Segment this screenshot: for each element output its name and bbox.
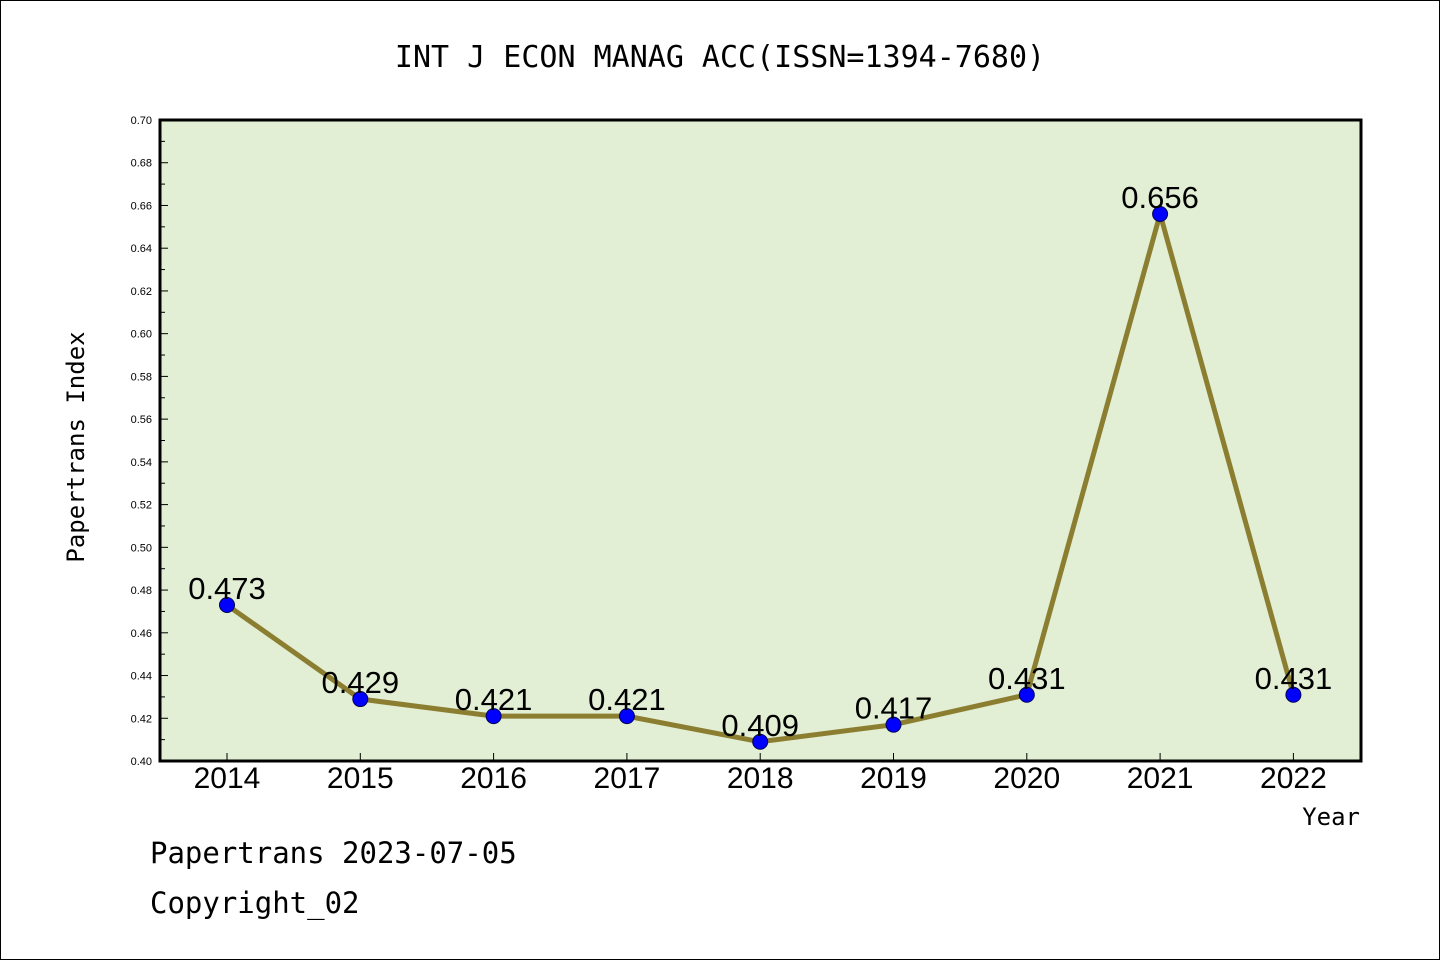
x-tick-label: 2020 (993, 762, 1060, 795)
x-tick-label: 2019 (860, 762, 927, 795)
data-label: 0.429 (322, 665, 400, 700)
y-axis-label: Papertrans Index (62, 331, 90, 562)
data-label: 0.656 (1121, 180, 1199, 215)
y-tick-label: 0.48 (131, 585, 152, 597)
data-point (352, 691, 369, 708)
x-axis-label: Year (1302, 803, 1360, 831)
y-tick-label: 0.50 (131, 542, 152, 554)
x-tick-label: 2017 (594, 762, 661, 795)
y-tick-label: 0.64 (131, 243, 152, 255)
data-point (752, 733, 769, 750)
data-label: 0.421 (588, 682, 666, 717)
y-tick-label: 0.42 (131, 713, 152, 725)
plot-area (160, 120, 1361, 761)
data-point (618, 708, 635, 725)
data-label: 0.431 (1255, 661, 1333, 696)
x-tick-label: 2015 (327, 762, 394, 795)
y-axis: 0.40 0.42 0.44 0.46 0.48 0.50 0.52 0.54 0.56 0.58… (131, 115, 168, 768)
y-tick-label: 0.68 (131, 158, 152, 170)
x-tick-label: 2014 (194, 762, 261, 795)
footer-copyright: Copyright_02 (150, 886, 360, 921)
data-label: 0.417 (855, 691, 933, 726)
y-tick-label: 0.46 (131, 628, 152, 640)
series-papertrans-index (219, 206, 1302, 750)
y-tick-label: 0.56 (131, 414, 152, 426)
y-tick-label: 0.52 (131, 500, 152, 512)
y-tick-label: 0.44 (131, 671, 152, 683)
data-label: 0.473 (188, 571, 266, 606)
x-tick-label: 2022 (1260, 762, 1327, 795)
data-label: 0.431 (988, 661, 1066, 696)
plot-border (158, 118, 1363, 763)
x-tick-label: 2021 (1127, 762, 1194, 795)
x-tick-label: 2016 (460, 762, 527, 795)
chart-title: INT J ECON MANAG ACC(ISSN=1394-7680) (395, 40, 1045, 75)
data-labels: 0.473 0.429 0.421 0.421 0.409 0.417 0.431 0.656… (188, 180, 1332, 743)
data-point (485, 708, 502, 725)
y-tick-label: 0.60 (131, 329, 152, 341)
x-tick-label: 2018 (727, 762, 794, 795)
y-tick-label: 0.62 (131, 286, 152, 298)
data-point (219, 597, 235, 614)
y-tick-label: 0.66 (131, 200, 152, 212)
data-point (1285, 686, 1302, 703)
data-point (1152, 206, 1169, 223)
data-label: 0.409 (721, 708, 799, 743)
y-tick-label: 0.40 (131, 756, 152, 768)
data-point (1018, 686, 1035, 703)
data-label: 0.421 (455, 682, 533, 717)
y-tick-label: 0.58 (131, 371, 152, 383)
y-tick-label: 0.70 (131, 115, 152, 127)
y-tick-label: 0.54 (131, 457, 152, 469)
x-axis: 2014 2015 2016 2017 2018 2019 2020 2021 2022 (194, 753, 1327, 795)
data-point (885, 716, 902, 733)
footer-date: Papertrans 2023-07-05 (150, 836, 517, 870)
